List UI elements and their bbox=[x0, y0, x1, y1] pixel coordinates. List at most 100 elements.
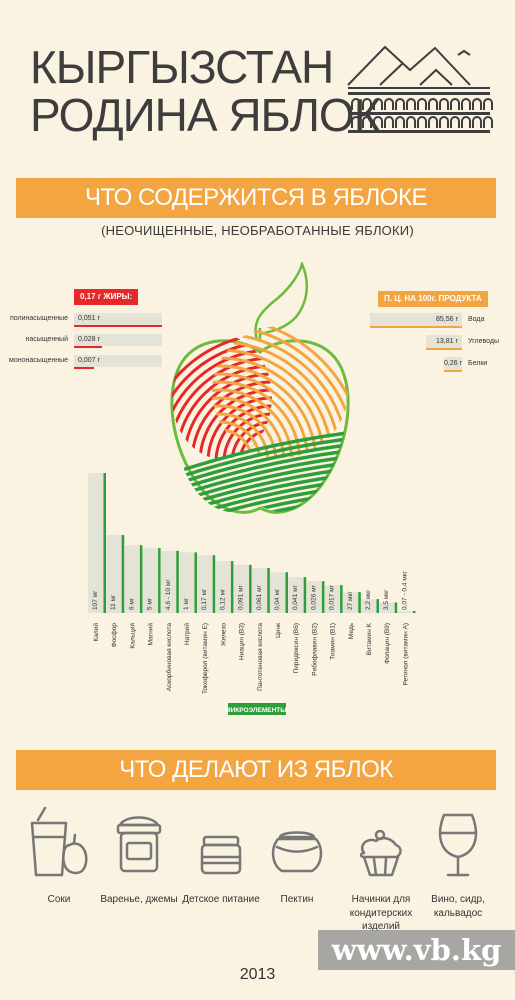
nutrition-value: 85,56 г bbox=[435, 316, 458, 323]
bar-shade bbox=[306, 581, 325, 613]
category-label: Калий bbox=[92, 623, 100, 642]
bar-value-label: 0,12 мг bbox=[219, 588, 226, 610]
category-label: Фолацин (B9) bbox=[384, 623, 391, 664]
microelements-chart: 107 мг Калий 11 мг Фосфор 6 мг Кальций 5 мг Маг… bbox=[88, 473, 416, 715]
fat-bar-bg bbox=[74, 313, 162, 325]
nutrition-label: Углеводы bbox=[468, 338, 500, 345]
bar-value-label: 5 мг bbox=[147, 597, 154, 610]
bar bbox=[212, 555, 216, 613]
products-banner-title: ЧТО ДЕЛАЮТ ИЗ ЯБЛОК bbox=[119, 756, 393, 783]
bar-shade bbox=[124, 545, 143, 613]
bar-shade bbox=[106, 535, 125, 613]
fat-value: 0,028 г bbox=[78, 336, 101, 343]
footer-year: 2013 bbox=[239, 966, 276, 983]
bar bbox=[176, 550, 179, 613]
fat-label: насыщенный bbox=[25, 336, 68, 343]
fat-bar-bg bbox=[74, 355, 162, 367]
nutrition-label: Вода bbox=[468, 316, 485, 323]
bar bbox=[376, 599, 379, 613]
bar bbox=[158, 548, 161, 613]
bar-value-label: 1 мг bbox=[183, 597, 190, 610]
category-label: Пиридоксин (B6) bbox=[293, 623, 300, 673]
bar-shade bbox=[233, 564, 252, 613]
bar bbox=[340, 585, 343, 613]
bar-value-label: 6 мг bbox=[128, 597, 135, 610]
bar-value-label: 0,091 мг bbox=[238, 584, 245, 610]
nutrition-bar-bg bbox=[426, 335, 462, 348]
category-label: Ниацин (B3) bbox=[239, 623, 246, 660]
nutrition-bar bbox=[370, 326, 462, 328]
bar-value-label: 4,6 - 10 мг bbox=[165, 579, 172, 610]
category-label: Цинк bbox=[275, 623, 282, 638]
fats-tag: 0,17 г ЖИРЫ: bbox=[74, 289, 139, 305]
title-line-1: КЫРГЫЗСТАН bbox=[30, 41, 334, 93]
watermark: www.vb.kg bbox=[318, 930, 515, 970]
juice-glass-icon bbox=[30, 806, 88, 877]
cupcake-icon bbox=[359, 829, 402, 877]
category-label: Фосфор bbox=[111, 623, 118, 648]
product-label: Варенье, джемы bbox=[100, 894, 178, 905]
baby-food-jar-icon bbox=[200, 835, 242, 875]
nutrition-bar bbox=[444, 370, 462, 372]
bar-shade bbox=[179, 552, 197, 613]
jam-jar-icon bbox=[116, 816, 162, 873]
nutrition-value: 13,81 г bbox=[435, 338, 458, 345]
fat-bar bbox=[74, 346, 102, 348]
fat-bar bbox=[74, 367, 94, 369]
bar bbox=[249, 564, 252, 613]
fat-label: мононасыщенные bbox=[9, 357, 68, 364]
bar-shade bbox=[342, 592, 361, 613]
bar bbox=[139, 545, 143, 613]
bar bbox=[194, 552, 197, 613]
nutrition-bar bbox=[426, 348, 462, 350]
bar-shade bbox=[142, 548, 161, 613]
bar bbox=[303, 577, 307, 613]
contents-banner-title: ЧТО СОДЕРЖИТСЯ В ЯБЛОКЕ bbox=[85, 184, 427, 211]
category-label: Железо bbox=[220, 623, 227, 646]
bar-value-label: 27 мкг bbox=[347, 591, 354, 610]
bar-shade bbox=[379, 602, 398, 613]
bar-value-label: 107 мг bbox=[92, 590, 99, 610]
bar-value-label: 0,04 мг bbox=[274, 588, 281, 610]
bar bbox=[267, 567, 270, 613]
watermark-text: www.vb.kg bbox=[331, 933, 502, 967]
bar bbox=[394, 602, 398, 613]
category-label: Тиамин (B1) bbox=[330, 623, 337, 660]
bar-shade bbox=[197, 555, 216, 613]
category-label: Медь bbox=[348, 622, 355, 639]
fat-bar bbox=[74, 325, 162, 327]
category-label: Магний bbox=[147, 623, 155, 646]
apple-illustration bbox=[170, 262, 350, 514]
legend-tag bbox=[228, 703, 286, 715]
bar bbox=[321, 581, 325, 613]
category-label: Натрий bbox=[183, 623, 191, 645]
category-label: Пантотеновая кислота bbox=[257, 623, 264, 691]
nutrition-bar-bg bbox=[370, 313, 462, 326]
bar-shade bbox=[288, 577, 307, 613]
category-label: Витамин K bbox=[366, 622, 373, 655]
bar-shade bbox=[251, 567, 270, 613]
category-label: Аскорбиновая кислота bbox=[165, 623, 173, 692]
category-label: Токоферол (витамин E) bbox=[202, 623, 209, 694]
bar-shade bbox=[160, 550, 179, 613]
bar-value-label: 0,07 - 0,4 мкг bbox=[401, 570, 408, 610]
nutrition-bar-bg bbox=[444, 357, 462, 370]
category-label: Ретинол (витамин A) bbox=[402, 623, 409, 685]
category-label: Кальций bbox=[128, 623, 136, 649]
bar-shade bbox=[270, 572, 288, 613]
fat-bar-bg bbox=[74, 334, 162, 346]
bar-shade bbox=[361, 599, 379, 613]
wine-glass-icon bbox=[438, 813, 478, 877]
bar-value-label: 0,017 мг bbox=[329, 584, 336, 610]
bar-value-label: 11 мг bbox=[110, 594, 117, 610]
pectin-jar-icon bbox=[271, 831, 323, 873]
bar-value-label: 0,026 мг bbox=[310, 584, 317, 610]
bar-value-label: 2,2 мкг bbox=[365, 589, 372, 610]
bar bbox=[230, 561, 234, 613]
fat-label: полинасыщенные bbox=[9, 315, 68, 322]
product-label: Детское питание bbox=[182, 894, 260, 905]
mountains-logo bbox=[347, 45, 493, 133]
nutrition-tag: П. Ц. НА 100г. ПРОДУКТА bbox=[378, 291, 488, 307]
bar-shade bbox=[324, 585, 343, 613]
product-label: Пектин bbox=[280, 894, 314, 905]
